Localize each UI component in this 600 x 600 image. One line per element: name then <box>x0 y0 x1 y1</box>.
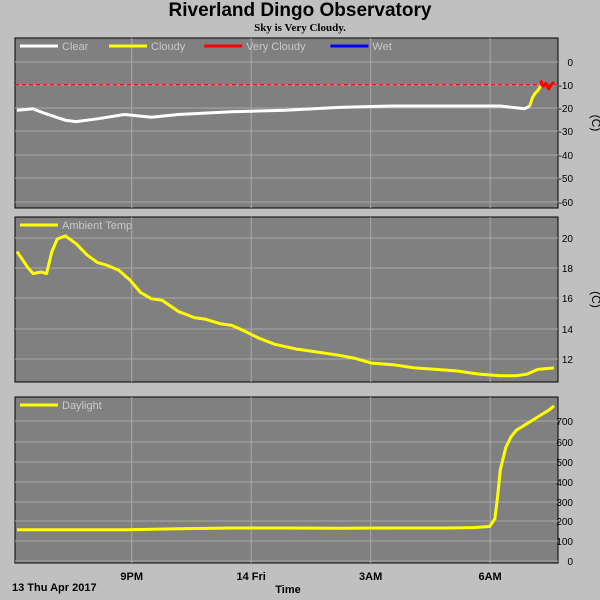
legend-label: Very Cloudy <box>246 41 306 53</box>
legend-label: Daylight <box>62 400 102 412</box>
page-title: Riverland Dingo Observatory <box>168 0 432 21</box>
y-tick-label: -60 <box>559 198 574 209</box>
legend-label: Wet <box>372 41 391 53</box>
series-line-clear <box>16 104 531 124</box>
x-tick-label: 3AM <box>359 571 382 583</box>
y-tick-label: 0 <box>567 58 573 69</box>
y-tick-label: 20 <box>562 234 574 245</box>
y-tick-label: 0 <box>567 557 573 568</box>
x-axis-label: Time <box>275 584 300 596</box>
y-tick-label: 600 <box>556 438 573 449</box>
y-tick-label: 12 <box>562 355 574 366</box>
y-tick-label: -40 <box>559 151 574 162</box>
y-tick-label: 700 <box>556 417 573 428</box>
legend-label: Clear <box>62 41 89 53</box>
x-tick-label: 6AM <box>479 571 502 583</box>
legend-label: Ambient Temp <box>62 220 132 232</box>
date-label: 13 Thu Apr 2017 <box>12 582 97 594</box>
plot-area <box>14 216 559 383</box>
series-line-ambient-temp <box>15 234 555 378</box>
y-tick-label: 500 <box>556 458 573 469</box>
series-line-very-cloudy <box>539 79 556 91</box>
plot-area <box>14 396 559 564</box>
y-tick-label: 16 <box>562 294 574 305</box>
y-tick-label: 300 <box>556 498 573 509</box>
x-tick-label: 9PM <box>120 571 143 583</box>
y-tick-label: 400 <box>556 478 573 489</box>
x-tick-label: 14 Fri <box>237 571 266 583</box>
y-tick-label: 14 <box>562 325 574 336</box>
y-axis-label: (C) <box>589 115 600 132</box>
page-subtitle: Sky is Very Cloudy. <box>254 22 346 34</box>
y-tick-label: -30 <box>559 127 574 138</box>
y-tick-label: -20 <box>559 104 574 115</box>
y-tick-label: 200 <box>556 517 573 528</box>
y-tick-label: 100 <box>556 537 573 548</box>
legend-label: Cloudy <box>151 41 186 53</box>
series-line-cloudy <box>528 85 542 107</box>
series-line-daylight <box>17 404 555 532</box>
y-tick-label: -50 <box>559 174 574 185</box>
plot-area <box>14 37 559 209</box>
y-axis-label: (C) <box>589 291 600 308</box>
y-tick-label: -10 <box>559 81 574 92</box>
y-tick-label: 18 <box>562 264 574 275</box>
